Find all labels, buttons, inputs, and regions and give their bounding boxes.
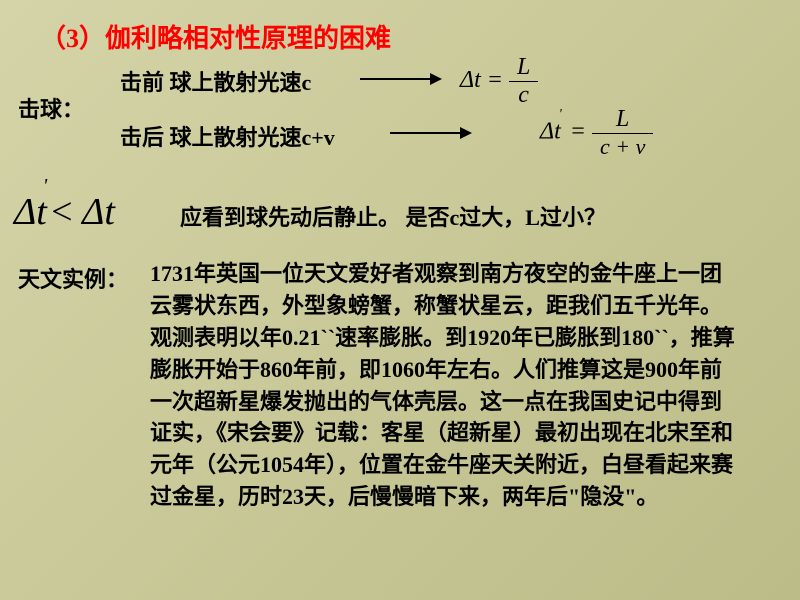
formula-delta-t-prime: Δt' = L c + v	[540, 106, 653, 160]
hit-label: 击球：	[18, 92, 84, 124]
astronomy-body-text: 1731年英国一位天文爱好者观察到南方夜空的金牛座上一团云雾状东西，外型象螃蟹，…	[150, 258, 740, 513]
formula1-fraction: L c	[509, 54, 538, 109]
astro-label: 天文实例：	[18, 262, 128, 294]
before-hit-text: 击前 球上散射光速c	[120, 65, 311, 97]
formula1-num: L	[509, 54, 538, 82]
formula2-num: L	[592, 106, 653, 134]
formula2-eq: =	[564, 119, 586, 145]
formula1-lhs: Δt =	[460, 67, 503, 93]
formula-delta-t: Δt = L c	[460, 54, 538, 109]
formula2-lhs: Δt	[540, 119, 561, 145]
mid-observation-text: 应看到球先动后静止。 是否c过大，L过小？	[180, 200, 606, 232]
big-prime: '	[43, 175, 47, 197]
formula2-den: c + v	[592, 134, 653, 160]
after-hit-text: 击后 球上散射光速c+v	[120, 120, 335, 152]
big-left: Δt	[14, 191, 47, 233]
big-right: Δt	[73, 191, 115, 233]
section-heading: （3）伽利略相对性原理的困难	[40, 18, 391, 55]
inequality-formula: Δt'< Δt	[14, 190, 115, 234]
arrow-icon	[390, 132, 470, 134]
big-lt: <	[51, 191, 72, 233]
formula1-den: c	[509, 82, 538, 109]
formula2-fraction: L c + v	[592, 106, 653, 160]
formula2-prime: '	[559, 107, 562, 122]
arrow-icon	[360, 78, 440, 80]
